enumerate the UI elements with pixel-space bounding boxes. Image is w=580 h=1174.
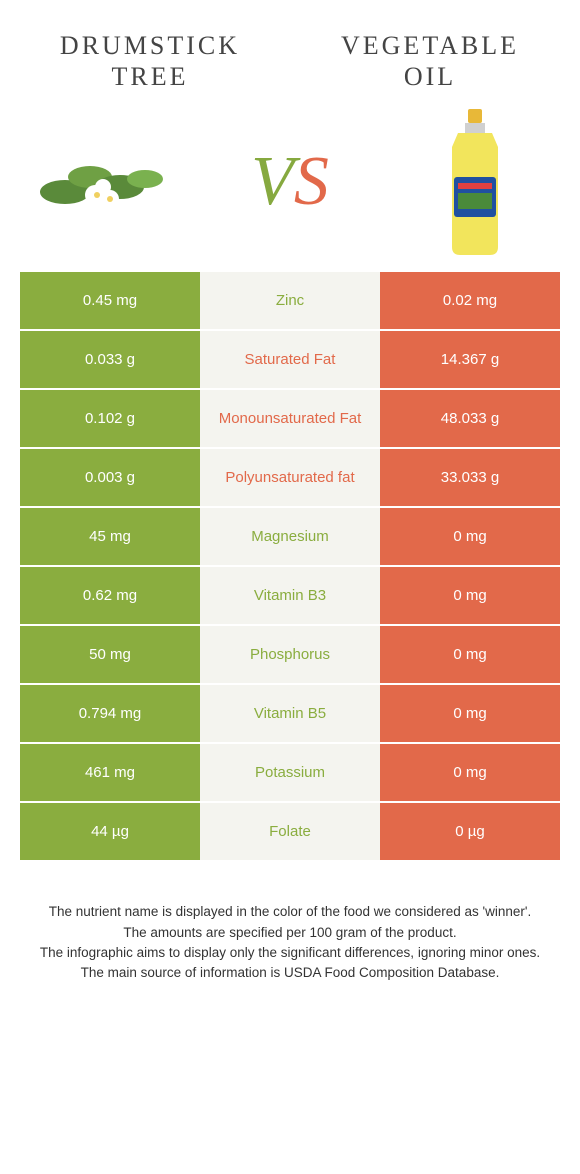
table-row: 0.003 gPolyunsaturated fat33.033 g xyxy=(20,449,560,506)
nutrient-name: Vitamin B3 xyxy=(200,567,380,624)
value-right: 33.033 g xyxy=(380,449,560,506)
footer-line-4: The main source of information is USDA F… xyxy=(35,963,545,983)
title-left: DRUMSTICK TREE xyxy=(50,30,250,92)
header: DRUMSTICK TREE VEGETABLE OIL xyxy=(0,0,580,102)
value-right: 14.367 g xyxy=(380,331,560,388)
value-left: 44 µg xyxy=(20,803,200,860)
value-left: 50 mg xyxy=(20,626,200,683)
table-row: 44 µgFolate0 µg xyxy=(20,803,560,860)
images-row: VS xyxy=(0,102,580,272)
nutrient-name: Phosphorus xyxy=(200,626,380,683)
nutrient-name: Folate xyxy=(200,803,380,860)
value-left: 0.003 g xyxy=(20,449,200,506)
value-left: 0.45 mg xyxy=(20,272,200,329)
value-right: 0 mg xyxy=(380,685,560,742)
table-row: 0.033 gSaturated Fat14.367 g xyxy=(20,331,560,388)
table-row: 0.794 mgVitamin B50 mg xyxy=(20,685,560,742)
value-left: 45 mg xyxy=(20,508,200,565)
nutrient-name: Monounsaturated Fat xyxy=(200,390,380,447)
table-row: 45 mgMagnesium0 mg xyxy=(20,508,560,565)
value-right: 0 mg xyxy=(380,508,560,565)
value-right: 0 mg xyxy=(380,744,560,801)
footer-line-3: The infographic aims to display only the… xyxy=(35,943,545,963)
nutrient-name: Magnesium xyxy=(200,508,380,565)
vs-label: VS xyxy=(251,142,329,222)
value-left: 461 mg xyxy=(20,744,200,801)
value-left: 0.102 g xyxy=(20,390,200,447)
footer-line-1: The nutrient name is displayed in the co… xyxy=(35,902,545,922)
value-right: 0 mg xyxy=(380,567,560,624)
table-row: 461 mgPotassium0 mg xyxy=(20,744,560,801)
nutrient-name: Zinc xyxy=(200,272,380,329)
drumstick-image xyxy=(30,122,180,242)
value-right: 0 µg xyxy=(380,803,560,860)
table-row: 50 mgPhosphorus0 mg xyxy=(20,626,560,683)
vs-v: V xyxy=(251,143,294,220)
comparison-table: 0.45 mgZinc0.02 mg0.033 gSaturated Fat14… xyxy=(0,272,580,860)
value-left: 0.033 g xyxy=(20,331,200,388)
vs-s: S xyxy=(294,143,329,220)
oil-image xyxy=(400,122,550,242)
table-row: 0.62 mgVitamin B30 mg xyxy=(20,567,560,624)
table-row: 0.102 gMonounsaturated Fat48.033 g xyxy=(20,390,560,447)
nutrient-name: Vitamin B5 xyxy=(200,685,380,742)
value-right: 0.02 mg xyxy=(380,272,560,329)
footer-line-2: The amounts are specified per 100 gram o… xyxy=(35,923,545,943)
nutrient-name: Saturated Fat xyxy=(200,331,380,388)
nutrient-name: Potassium xyxy=(200,744,380,801)
value-right: 48.033 g xyxy=(380,390,560,447)
table-row: 0.45 mgZinc0.02 mg xyxy=(20,272,560,329)
footer-notes: The nutrient name is displayed in the co… xyxy=(0,862,580,983)
value-right: 0 mg xyxy=(380,626,560,683)
value-left: 0.794 mg xyxy=(20,685,200,742)
title-right: VEGETABLE OIL xyxy=(330,30,530,92)
value-left: 0.62 mg xyxy=(20,567,200,624)
nutrient-name: Polyunsaturated fat xyxy=(200,449,380,506)
